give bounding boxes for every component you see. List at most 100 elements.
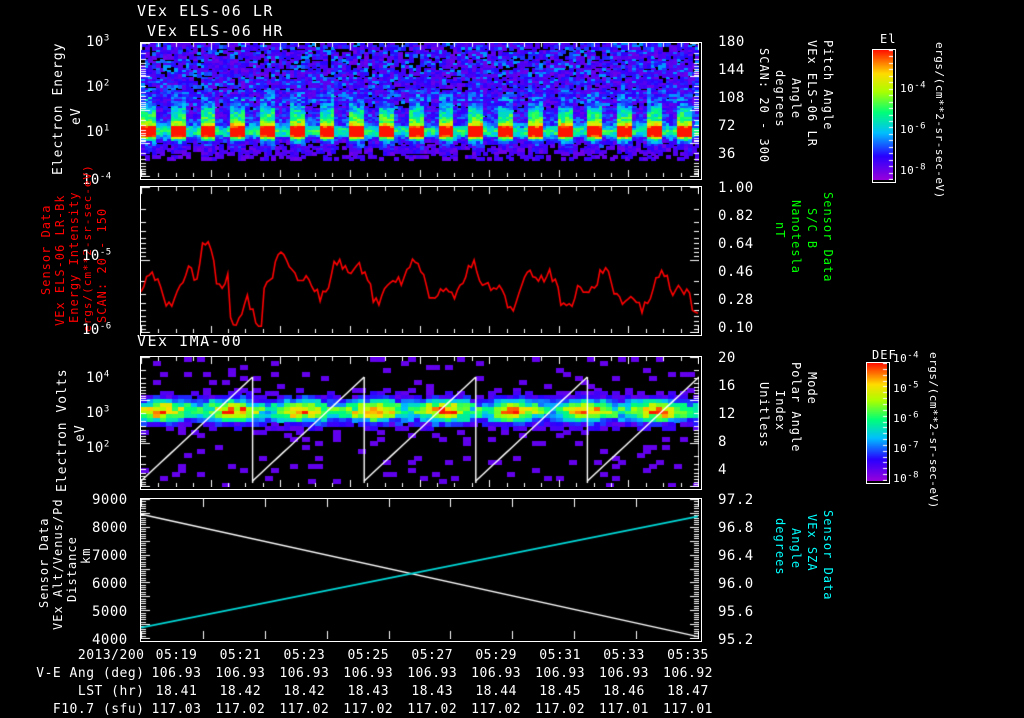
table-row-label: LST (hr) [77, 683, 145, 699]
panel2-left-label-intensity: Energy Intensity [67, 191, 81, 323]
panel4-right-label-angle: Angle [789, 528, 803, 570]
panel1-rtick-180: 180 [718, 34, 745, 50]
panel2-rtick-046: 0.46 [718, 264, 754, 280]
panel2-plot-area[interactable] [140, 186, 702, 336]
table-cell: 106.93 [279, 665, 330, 681]
panel1-rtick-36: 36 [718, 146, 736, 162]
panel3-rtick-16: 16 [718, 378, 736, 394]
table-cell: 117.02 [407, 701, 458, 717]
panel3-spectrogram-canvas [141, 357, 699, 487]
panel1-colorbar[interactable] [872, 49, 896, 183]
panel4-ytick-5000: 5000 [92, 604, 128, 620]
panel2-line-canvas [141, 187, 699, 333]
panel3-ytick-1e4: 104 [86, 369, 110, 386]
table-row: V-E Ang (deg) 106.93 106.93 106.93 106.93 106… [0, 664, 720, 682]
table-cell: 106.93 [215, 665, 266, 681]
panel3-plot-area[interactable] [140, 356, 702, 490]
panel4-rtick-968: 96.8 [718, 520, 754, 536]
panel3-rtick-8: 8 [718, 434, 727, 450]
panel1-spectrogram-canvas [141, 43, 699, 177]
panel2-rtick-010: 0.10 [718, 320, 754, 336]
table-cell: 18.43 [411, 683, 454, 699]
panel4-left-label-km: km [79, 547, 93, 564]
panel4-ytick-9000: 9000 [92, 492, 128, 508]
panel3-left-axis-label: Electron Volts [55, 368, 70, 492]
panel3-cbtick-1e-6: 10-6 [893, 410, 920, 425]
table-cell: 117.02 [471, 701, 522, 717]
panel3-right-label-index: Index [773, 390, 787, 432]
table-row-label: 2013/200 [77, 647, 145, 663]
table-row-label: V-E Ang (deg) [36, 665, 145, 681]
panel4-rtick-972: 97.2 [718, 492, 754, 508]
table-cell: 05:21 [219, 647, 262, 663]
panel4-right-label-degrees: degrees [773, 518, 787, 576]
panel1-right-label-scan: SCAN: 20 - 300 [757, 48, 771, 164]
table-cell: 18.42 [283, 683, 326, 699]
panel3-colorbar-title: DEF [872, 348, 897, 362]
table-cell: 05:29 [475, 647, 517, 663]
table-cell: 117.03 [151, 701, 202, 717]
panel3-cbtick-1e-4: 10-4 [893, 350, 920, 365]
panel3-ytick-1e2: 102 [86, 439, 110, 456]
panel2-right-label-scb: S/C B [805, 208, 819, 250]
panel1-rtick-144: 144 [718, 62, 745, 78]
panel1-right-label-degrees: degrees [773, 70, 787, 128]
panel1-plot-area[interactable] [140, 42, 702, 180]
panel4-left-label-sensor: Sensor Data [37, 517, 51, 608]
table-cell: 117.02 [535, 701, 586, 717]
panel4-right-label-sza: VEx SZA [805, 514, 819, 572]
panel4-ytick-8000: 8000 [92, 520, 128, 536]
panel2-right-label-nanotesla: Nanotesla [789, 200, 803, 275]
panel4-ytick-6000: 6000 [92, 576, 128, 592]
panel3-title: VEx IMA-00 [137, 332, 243, 350]
table-cell: 18.47 [667, 683, 709, 699]
table-cell: 05:25 [347, 647, 390, 663]
panel1-left-axis-label: Electron Energy [51, 42, 66, 175]
panel2-rtick-028: 0.28 [718, 292, 754, 308]
panel1-colorbar-units: ergs/(cm**2-sr-sec-eV) [933, 42, 946, 199]
panel1-cbtick-1e-8: 10-8 [900, 162, 927, 177]
table-cell: 18.43 [347, 683, 390, 699]
panel3-ytick-1e3: 103 [86, 404, 110, 421]
panel4-ytick-4000: 4000 [92, 632, 128, 648]
table-cell: 117.02 [215, 701, 266, 717]
panel4-plot-area[interactable] [140, 498, 702, 642]
panel1-ytick-10: 101 [86, 123, 110, 140]
panel2-left-label-instrument: VEx ELS-06 LR-Bk [53, 194, 67, 326]
table-cell: 18.46 [603, 683, 645, 699]
panel1-right-label-pitch: Pitch Angle [821, 40, 835, 131]
panel2-ytick-1e-6: 10-6 [82, 321, 112, 338]
panel2-ytick-1e-4: 10-4 [82, 171, 112, 188]
table-cell: 18.44 [475, 683, 517, 699]
panel3-colorbar-units: ergs/(cm**2-sr-sec-eV) [927, 352, 940, 509]
table-row-label: F10.7 (sfu) [52, 701, 145, 717]
table-cell: 117.02 [279, 701, 330, 717]
bottom-info-table: 2013/200 05:19 05:21 05:23 05:25 05:27 05:29 05… [0, 646, 720, 718]
table-cell: 05:35 [667, 647, 709, 663]
panel2-rtick-064: 0.64 [718, 236, 754, 252]
panel4-rtick-960: 96.0 [718, 576, 754, 592]
panel2-rtick-082: 0.82 [718, 208, 754, 224]
panel4-line-canvas [141, 499, 699, 639]
table-cell: 117.01 [599, 701, 650, 717]
panel1-rtick-72: 72 [718, 118, 736, 134]
panel4-rtick-964: 96.4 [718, 548, 754, 564]
table-cell: 117.02 [343, 701, 394, 717]
panel4-right-label-sensor: Sensor Data [821, 510, 835, 601]
panel3-cbtick-1e-7: 10-7 [893, 440, 920, 455]
table-cell: 106.93 [343, 665, 394, 681]
table-cell: 106.93 [407, 665, 458, 681]
table-cell: 117.01 [663, 701, 713, 717]
panel1-ytick-100: 102 [86, 78, 110, 95]
panel2-right-label-sensor: Sensor Data [821, 192, 835, 283]
panel1-colorbar-gradient [873, 50, 893, 180]
panel3-right-label-mode: Mode [805, 372, 819, 405]
table-cell: 05:27 [411, 647, 454, 663]
panel3-colorbar-gradient [867, 363, 887, 481]
panel3-colorbar[interactable] [866, 362, 890, 484]
panel3-cbtick-1e-5: 10-5 [893, 380, 920, 395]
panel1-right-label-instrument: VEx ELS-06 LR [805, 40, 819, 147]
table-row: LST (hr) 18.41 18.42 18.42 18.43 18.43 18.44 18… [0, 682, 720, 700]
table-cell: 106.93 [535, 665, 586, 681]
